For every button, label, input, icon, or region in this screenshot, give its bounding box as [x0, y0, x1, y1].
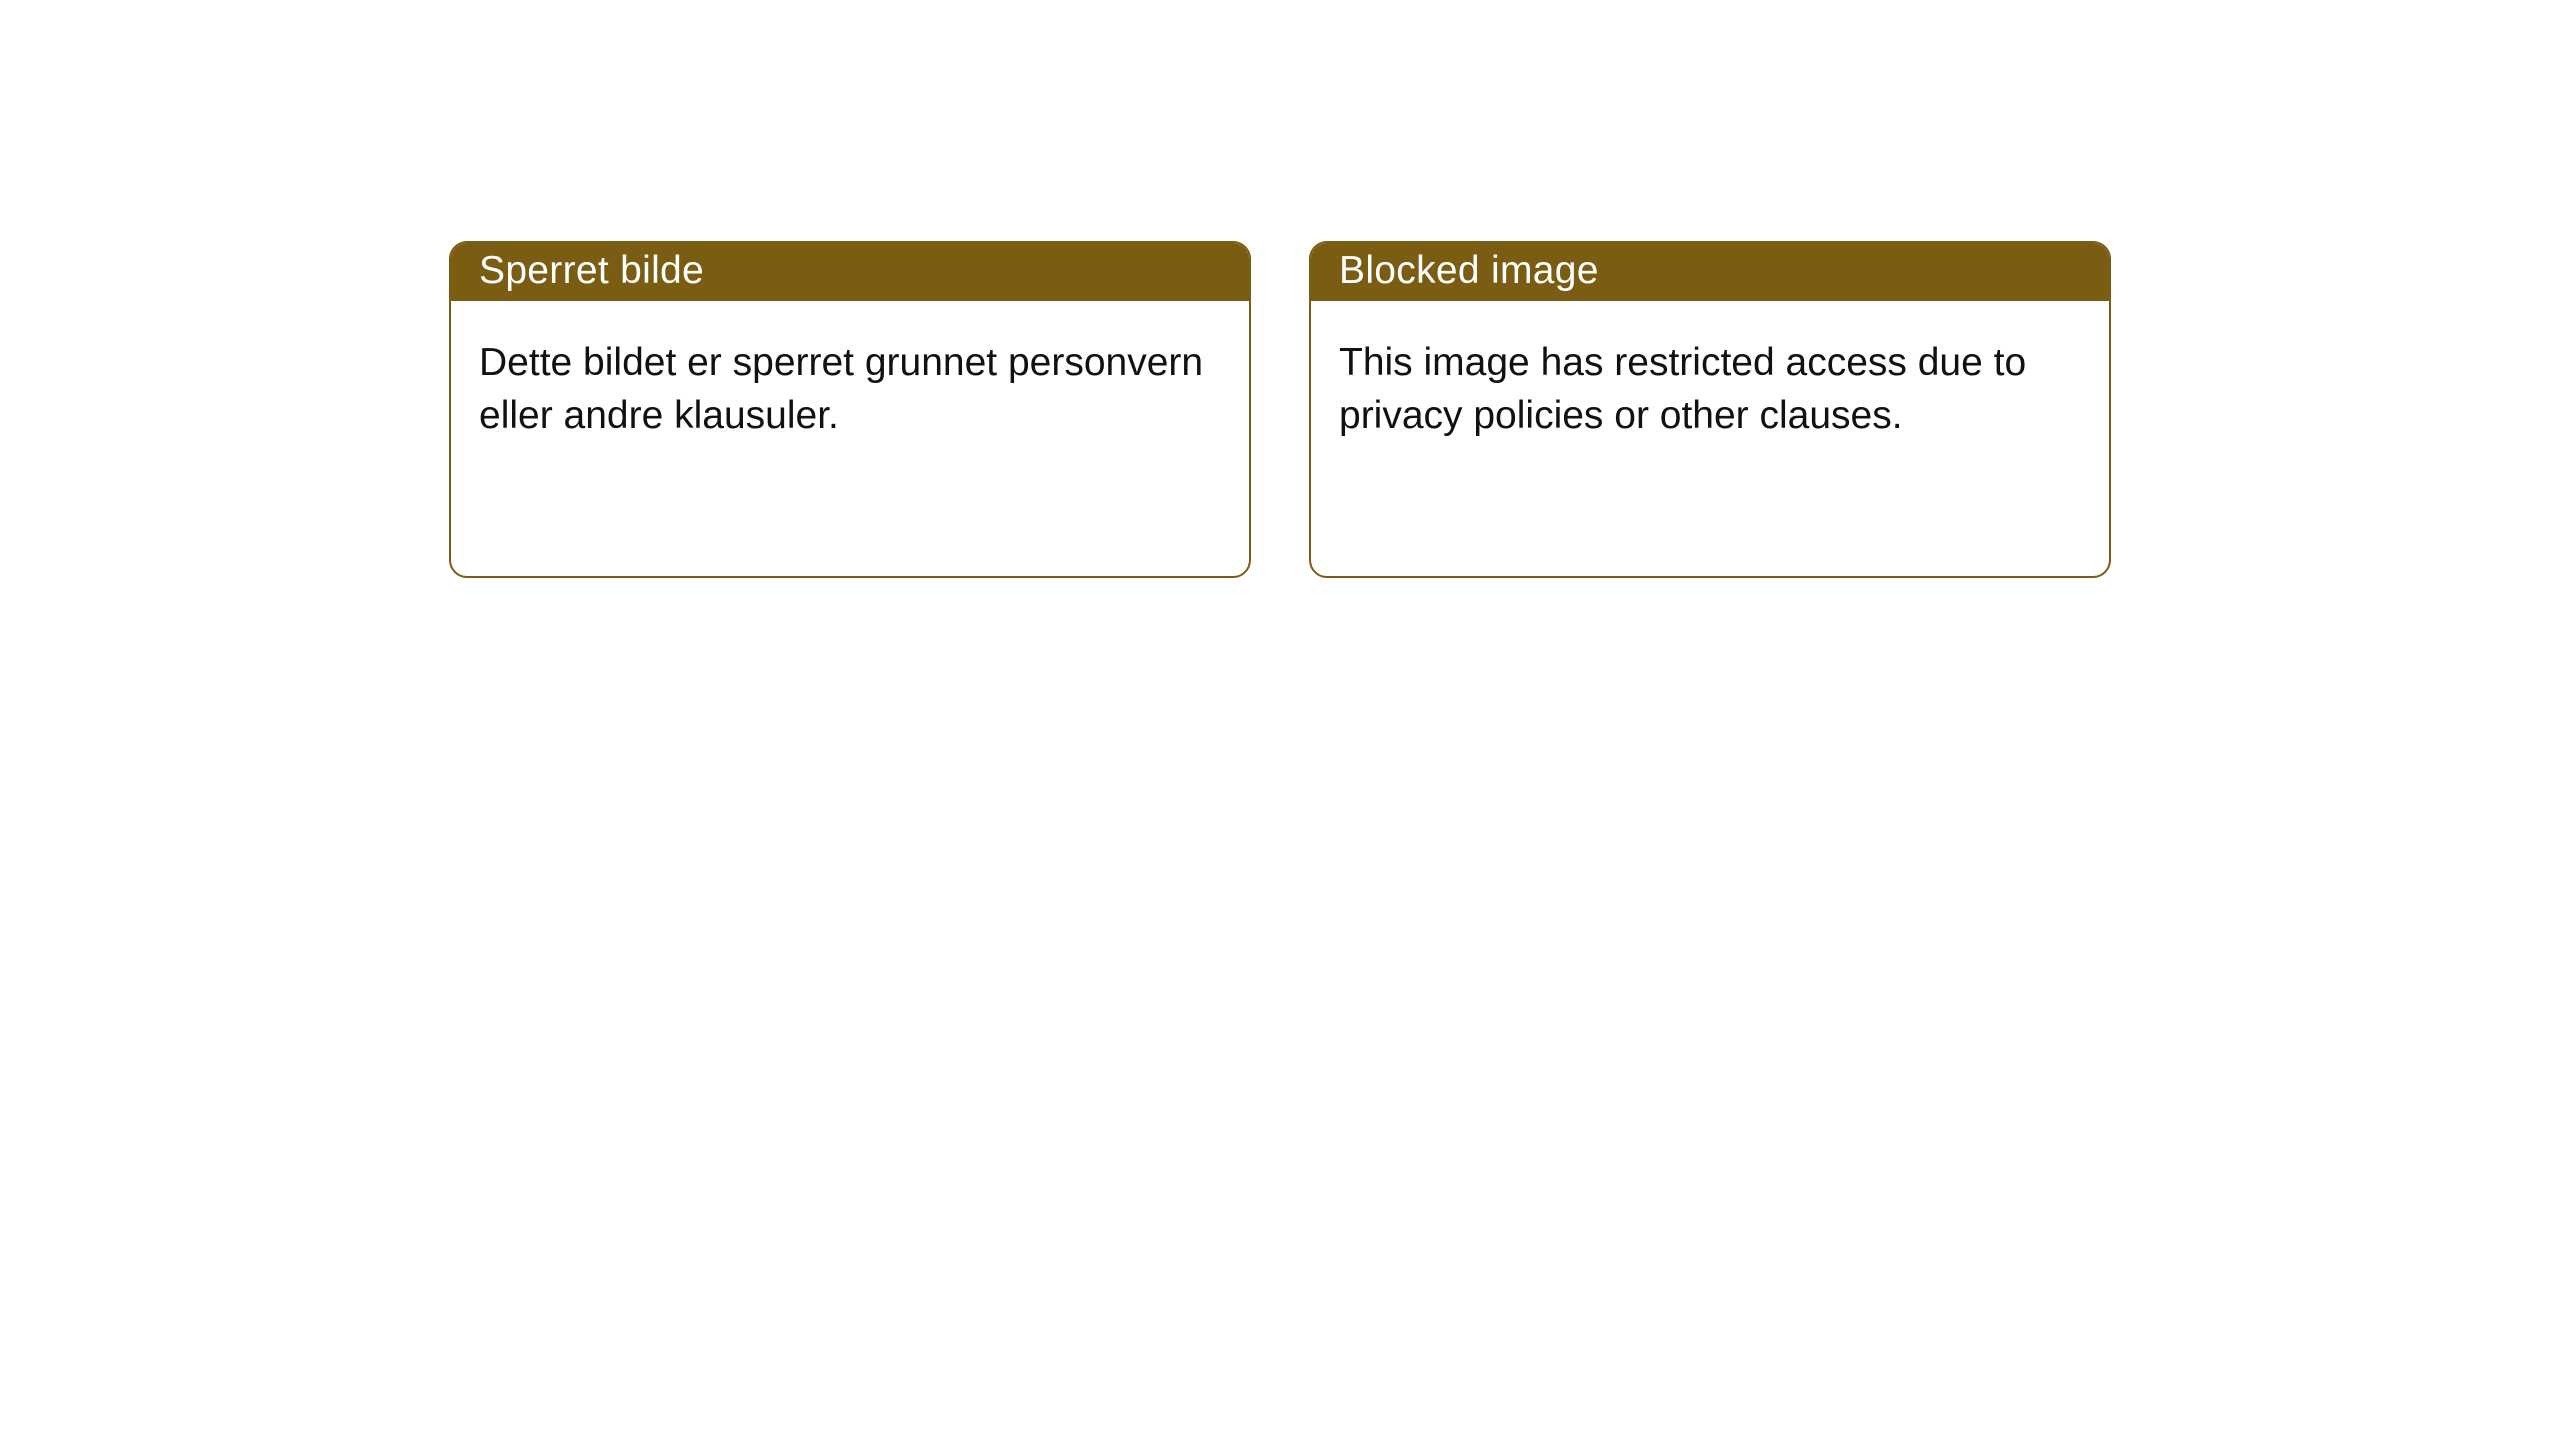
- notice-title-no: Sperret bilde: [451, 243, 1249, 301]
- notice-container: Sperret bilde Dette bildet er sperret gr…: [0, 0, 2560, 578]
- notice-body-no: Dette bildet er sperret grunnet personve…: [451, 301, 1249, 478]
- notice-card-no: Sperret bilde Dette bildet er sperret gr…: [449, 241, 1251, 578]
- notice-title-en: Blocked image: [1311, 243, 2109, 301]
- notice-body-en: This image has restricted access due to …: [1311, 301, 2109, 478]
- notice-card-en: Blocked image This image has restricted …: [1309, 241, 2111, 578]
